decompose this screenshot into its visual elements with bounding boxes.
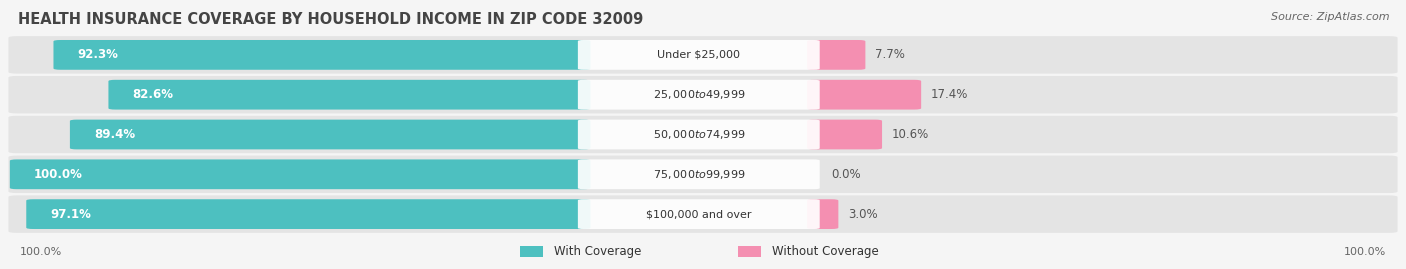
Text: Under $25,000: Under $25,000 (657, 50, 741, 60)
FancyBboxPatch shape (578, 160, 820, 189)
FancyBboxPatch shape (8, 116, 1398, 153)
FancyBboxPatch shape (8, 76, 1398, 114)
FancyBboxPatch shape (807, 199, 838, 229)
FancyBboxPatch shape (578, 120, 820, 149)
FancyBboxPatch shape (8, 36, 1398, 74)
FancyBboxPatch shape (108, 80, 591, 109)
FancyBboxPatch shape (578, 199, 820, 229)
Text: $25,000 to $49,999: $25,000 to $49,999 (652, 88, 745, 101)
FancyBboxPatch shape (8, 155, 1398, 193)
Text: With Coverage: With Coverage (554, 245, 641, 258)
Text: 97.1%: 97.1% (51, 208, 91, 221)
FancyBboxPatch shape (520, 246, 543, 257)
Text: 92.3%: 92.3% (77, 48, 118, 61)
Text: 0.0%: 0.0% (831, 168, 860, 181)
FancyBboxPatch shape (807, 40, 865, 70)
Text: 10.6%: 10.6% (891, 128, 929, 141)
Text: 17.4%: 17.4% (931, 88, 969, 101)
FancyBboxPatch shape (70, 120, 591, 149)
FancyBboxPatch shape (8, 195, 1398, 233)
Text: 100.0%: 100.0% (1344, 246, 1386, 257)
Text: Source: ZipAtlas.com: Source: ZipAtlas.com (1271, 12, 1389, 22)
FancyBboxPatch shape (578, 80, 820, 109)
Text: $50,000 to $74,999: $50,000 to $74,999 (652, 128, 745, 141)
Text: 82.6%: 82.6% (132, 88, 173, 101)
FancyBboxPatch shape (53, 40, 591, 70)
FancyBboxPatch shape (10, 160, 591, 189)
Text: 100.0%: 100.0% (34, 168, 83, 181)
Text: HEALTH INSURANCE COVERAGE BY HOUSEHOLD INCOME IN ZIP CODE 32009: HEALTH INSURANCE COVERAGE BY HOUSEHOLD I… (18, 12, 644, 27)
Text: $100,000 and over: $100,000 and over (645, 209, 752, 219)
FancyBboxPatch shape (578, 40, 820, 70)
Text: $75,000 to $99,999: $75,000 to $99,999 (652, 168, 745, 181)
FancyBboxPatch shape (738, 246, 761, 257)
Text: 100.0%: 100.0% (20, 246, 62, 257)
FancyBboxPatch shape (807, 120, 882, 149)
Text: 7.7%: 7.7% (875, 48, 905, 61)
Text: Without Coverage: Without Coverage (772, 245, 879, 258)
FancyBboxPatch shape (27, 199, 591, 229)
Text: 3.0%: 3.0% (848, 208, 877, 221)
FancyBboxPatch shape (807, 80, 921, 109)
Text: 89.4%: 89.4% (94, 128, 135, 141)
